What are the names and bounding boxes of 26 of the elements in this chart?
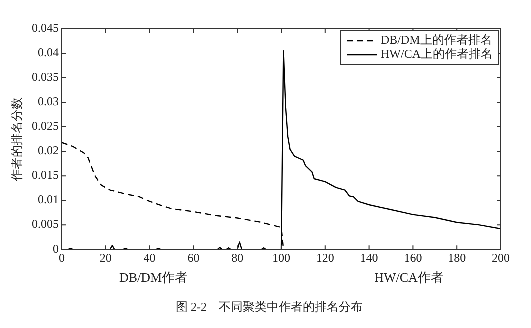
y-tick-label: 0.04 bbox=[38, 46, 59, 60]
y-tick-label: 0.03 bbox=[38, 94, 59, 109]
x-tick-label: 180 bbox=[448, 250, 466, 265]
x-tick-label: 60 bbox=[188, 250, 200, 265]
y-tick-label: 0.045 bbox=[32, 21, 59, 36]
x-tick-label: 200 bbox=[492, 250, 510, 265]
x-tick-label: 20 bbox=[100, 250, 112, 265]
y-tick-label: 0.015 bbox=[32, 168, 59, 182]
legend-label: DB/DM上的作者排名 bbox=[381, 33, 492, 48]
x-tick-label: 100 bbox=[272, 250, 290, 265]
x-tick-label: 160 bbox=[404, 250, 422, 265]
x-tick-label: 140 bbox=[360, 250, 378, 265]
y-tick-label: 0.02 bbox=[38, 144, 59, 158]
y-tick-label: 0 bbox=[53, 242, 59, 256]
y-tick-label: 0.005 bbox=[32, 217, 59, 232]
y-tick-label: 0.01 bbox=[38, 192, 59, 207]
x-tick-label: 40 bbox=[144, 250, 156, 265]
x-axis-title: DB/DM作者 bbox=[119, 270, 188, 286]
y-tick-label: 0.025 bbox=[32, 119, 59, 134]
y-axis-title: 作者的排名分数 bbox=[10, 97, 24, 182]
legend-label: HW/CA上的作者排名 bbox=[381, 47, 494, 62]
x-tick-label: 80 bbox=[232, 250, 244, 265]
text: HW/CA作者 bbox=[374, 270, 444, 286]
y-tick-label: 0.035 bbox=[32, 70, 59, 84]
text: 图 2-2 不同聚类中作者的排名分布 bbox=[176, 300, 363, 314]
x-tick-label: 120 bbox=[316, 250, 334, 265]
